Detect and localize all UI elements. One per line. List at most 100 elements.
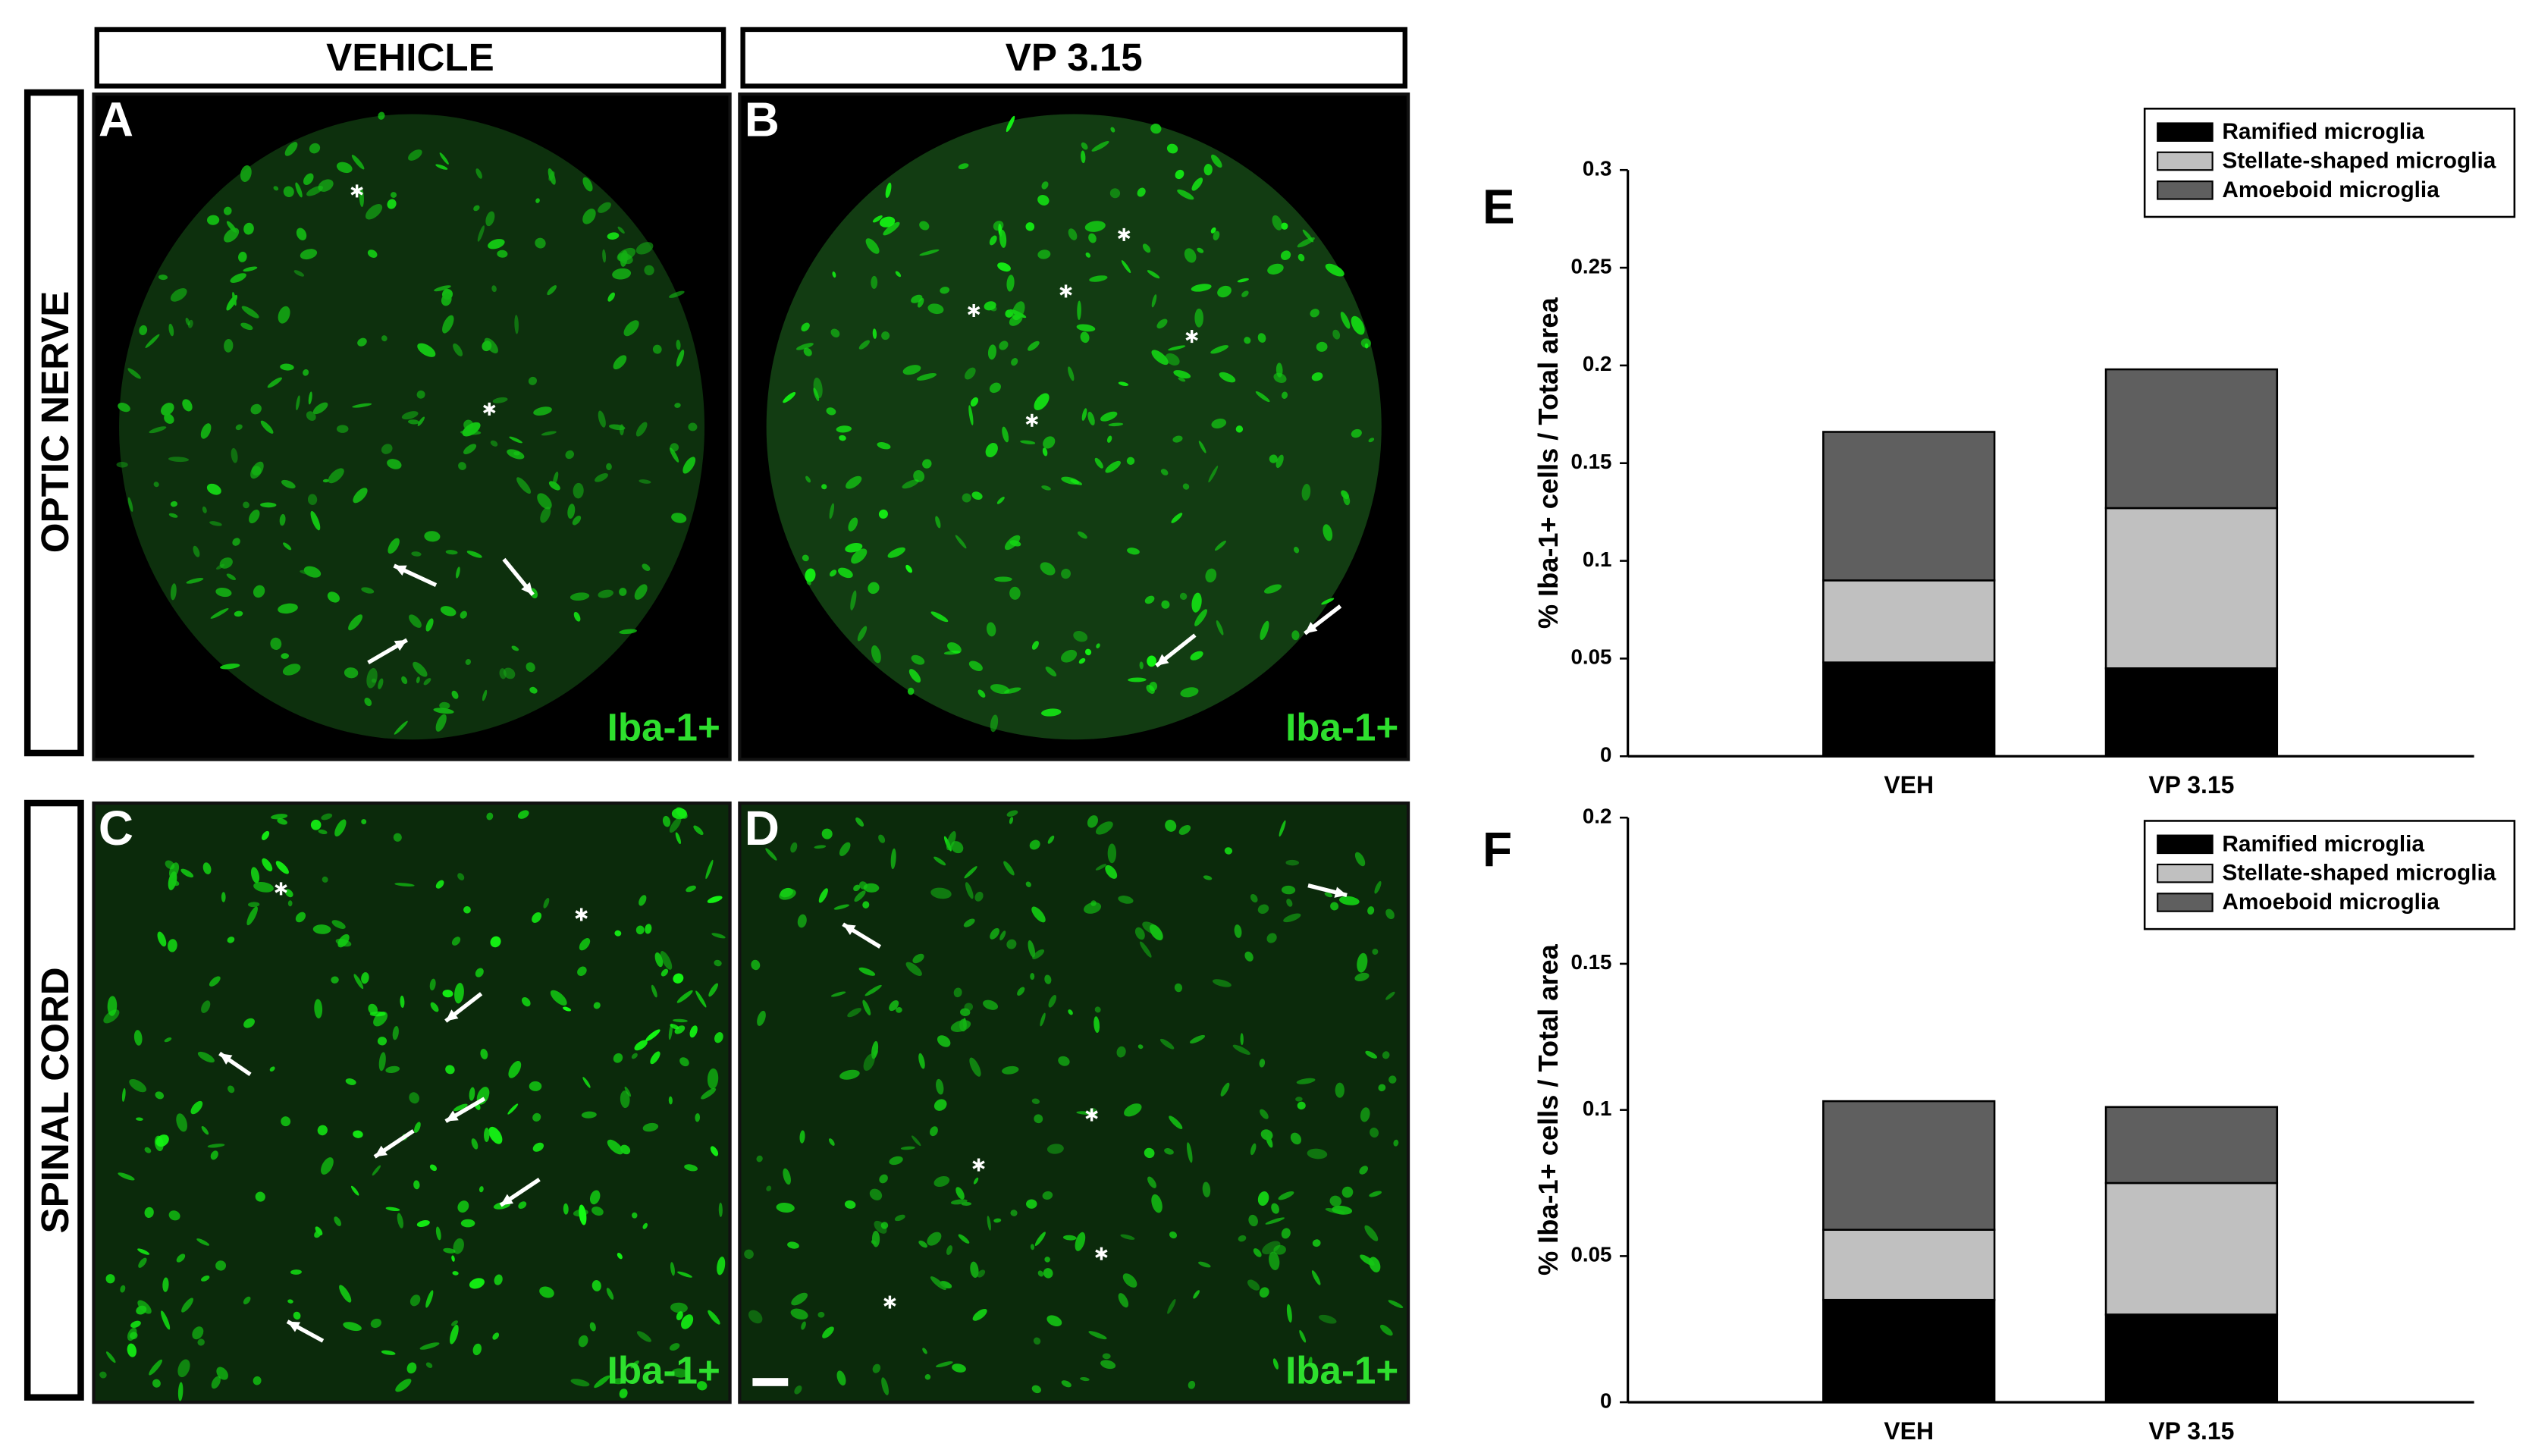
cell [1076, 324, 1096, 332]
asterisk-stroke [275, 884, 287, 893]
legend-swatch [2157, 122, 2214, 142]
cell [654, 952, 664, 968]
cell [435, 880, 444, 889]
tissue [119, 114, 705, 740]
cell [411, 551, 422, 557]
cell [818, 888, 828, 903]
cell [190, 1100, 203, 1115]
cell [697, 1381, 708, 1391]
cell [935, 1361, 953, 1368]
cell [946, 831, 956, 851]
cell [378, 111, 385, 120]
cell [765, 848, 777, 861]
cell [642, 1222, 648, 1229]
cell [367, 249, 378, 258]
cell [1281, 222, 1288, 230]
cell [958, 163, 969, 170]
cell [246, 906, 258, 926]
cell [226, 221, 237, 233]
cell [535, 237, 546, 249]
cell [1006, 275, 1015, 292]
cell [1198, 1261, 1211, 1268]
cell [878, 834, 886, 843]
cell [232, 292, 237, 306]
cell [451, 1320, 458, 1326]
cell [589, 1322, 596, 1332]
cell [1105, 460, 1122, 473]
cell [965, 367, 976, 380]
row-header: SPINAL CORD [33, 967, 77, 1233]
cell [202, 506, 207, 513]
cell [207, 1144, 225, 1148]
cell [1310, 309, 1319, 318]
scale-bar [752, 1378, 789, 1386]
cell [1061, 1380, 1072, 1388]
cell [608, 424, 626, 431]
cell [744, 1249, 754, 1260]
asterisk-stroke [1085, 1110, 1098, 1119]
cell [99, 1371, 107, 1379]
cell [1177, 189, 1194, 200]
cell [567, 504, 576, 519]
cell [879, 1174, 888, 1184]
cell [331, 920, 346, 929]
cell [863, 1053, 875, 1072]
cell [1291, 630, 1300, 641]
cell [1047, 835, 1055, 844]
cell [419, 1342, 440, 1350]
cell [327, 592, 340, 603]
cell [1061, 568, 1072, 579]
cell [1173, 370, 1191, 379]
cell [969, 1057, 981, 1077]
y-tick-label: 0.05 [1571, 645, 1612, 669]
cell [149, 426, 167, 434]
cell [624, 1086, 632, 1097]
cell [1040, 1012, 1046, 1027]
cell [617, 1252, 623, 1260]
cell [177, 1359, 190, 1378]
asterisk-stroke [967, 306, 981, 315]
cell [1081, 408, 1087, 421]
cell [1234, 924, 1242, 938]
cell [794, 1385, 802, 1395]
cell [1044, 1257, 1050, 1263]
cell [463, 444, 477, 455]
cell [645, 1029, 660, 1042]
arrow-head [1156, 654, 1169, 667]
cell [243, 501, 249, 509]
cell [503, 667, 516, 679]
cell [387, 459, 402, 469]
cell [1084, 902, 1102, 914]
cell [902, 365, 921, 375]
cell [388, 538, 400, 554]
cell [475, 168, 482, 179]
cell [409, 614, 422, 628]
cell [514, 315, 519, 334]
cell [434, 285, 451, 292]
cell [1058, 1056, 1070, 1066]
cell [176, 1254, 186, 1263]
cell [378, 1052, 386, 1072]
bar-segment [1822, 431, 1996, 582]
cell [235, 424, 243, 431]
cell [315, 1226, 323, 1236]
cell [1286, 1304, 1292, 1323]
cell [453, 343, 463, 356]
cell [361, 972, 369, 984]
cell [1388, 1300, 1404, 1308]
cell [260, 420, 274, 434]
cell [1357, 952, 1368, 973]
cell [806, 580, 811, 585]
asterisk-stroke [883, 1298, 896, 1307]
micrograph: D Iba-1+ [738, 801, 1410, 1404]
cell [121, 1087, 126, 1102]
cell [922, 1348, 927, 1354]
cell [635, 925, 645, 935]
cell [1247, 1279, 1260, 1291]
cell [997, 262, 1011, 272]
cell [578, 1335, 588, 1348]
asterisk [883, 1295, 896, 1309]
cell [1367, 906, 1375, 915]
cell [766, 1185, 772, 1191]
cell [127, 1343, 136, 1357]
